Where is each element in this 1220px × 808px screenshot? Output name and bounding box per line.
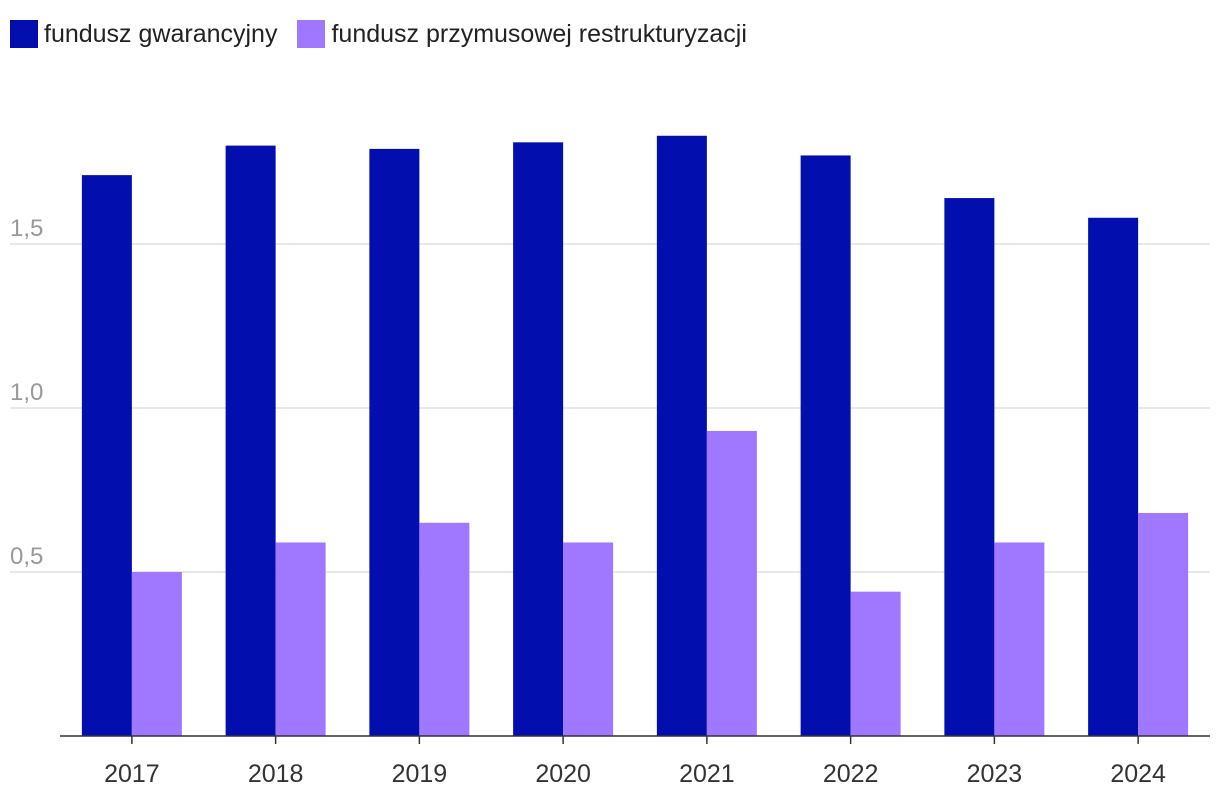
x-tick-label: 2019 xyxy=(392,760,448,788)
legend-item-fundusz-gwarancyjny: fundusz gwarancyjny xyxy=(10,20,277,49)
axis-layer: 2017 2018 2019 2020 2021 2022 2023 2024 xyxy=(60,735,1210,788)
x-tick-label: 2022 xyxy=(823,760,879,788)
bar-fundusz-gwarancyjny xyxy=(225,145,276,737)
x-tick-label: 2023 xyxy=(967,760,1023,788)
bar-fundusz-przymusowej-restrukturyzacji xyxy=(1138,512,1189,736)
x-tick-label: 2024 xyxy=(1110,760,1166,788)
bar-fundusz-przymusowej-restrukturyzacji xyxy=(994,542,1045,736)
bar-fundusz-przymusowej-restrukturyzacji xyxy=(419,522,470,736)
bar-fundusz-gwarancyjny xyxy=(800,155,851,736)
bar-fundusz-przymusowej-restrukturyzacji xyxy=(131,572,182,736)
x-tick-label: 2020 xyxy=(535,760,591,788)
bar-fundusz-gwarancyjny xyxy=(1088,217,1139,736)
x-tick-label: 2018 xyxy=(248,760,304,788)
legend: fundusz gwarancyjny fundusz przymusowej … xyxy=(10,14,767,54)
bars-layer xyxy=(81,135,1189,737)
bar-fundusz-gwarancyjny xyxy=(513,142,564,736)
bar-fundusz-przymusowej-restrukturyzacji xyxy=(850,591,901,736)
x-tick-label: 2017 xyxy=(104,760,160,788)
legend-swatch-fundusz-przymusowej-restrukturyzacji xyxy=(297,20,326,48)
y-tick-label: 1,0 xyxy=(10,379,43,406)
bar-fundusz-przymusowej-restrukturyzacji xyxy=(275,542,326,736)
bar-fundusz-gwarancyjny xyxy=(656,135,707,736)
legend-label-fundusz-gwarancyjny: fundusz gwarancyjny xyxy=(44,19,278,48)
bar-fundusz-gwarancyjny xyxy=(944,198,995,736)
grid-layer: 0,5 1,0 1,5 xyxy=(10,215,1210,573)
legend-swatch-fundusz-gwarancyjny xyxy=(10,20,38,48)
legend-label-fundusz-przymusowej-restrukturyzacji: fundusz przymusowej restrukturyzacji xyxy=(331,19,747,48)
bar-fundusz-przymusowej-restrukturyzacji xyxy=(706,430,757,736)
y-tick-label: 1,5 xyxy=(10,215,43,242)
x-tick-label: 2021 xyxy=(679,760,735,788)
bar-fundusz-przymusowej-restrukturyzacji xyxy=(563,542,614,736)
bar-fundusz-gwarancyjny xyxy=(81,175,132,736)
y-tick-label: 0,5 xyxy=(10,543,43,570)
bar-fundusz-gwarancyjny xyxy=(369,148,420,736)
legend-item-fundusz-przymusowej-restrukturyzacji: fundusz przymusowej restrukturyzacji xyxy=(297,19,747,49)
